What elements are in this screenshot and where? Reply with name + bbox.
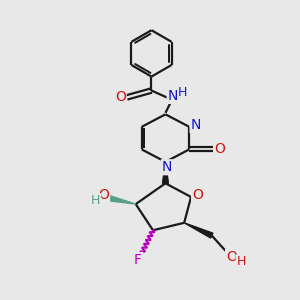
Text: H: H [91, 194, 100, 207]
Polygon shape [163, 162, 168, 183]
Text: O: O [214, 142, 225, 156]
Text: H: H [178, 86, 188, 99]
Text: O: O [98, 188, 109, 202]
Text: N: N [190, 118, 201, 132]
Text: F: F [134, 253, 142, 267]
Text: H: H [237, 255, 246, 268]
Polygon shape [108, 196, 136, 204]
Text: O: O [226, 250, 237, 264]
Polygon shape [184, 223, 213, 238]
Text: N: N [162, 160, 172, 174]
Text: O: O [192, 188, 203, 202]
Text: N: N [168, 89, 178, 103]
Text: O: O [115, 90, 126, 104]
